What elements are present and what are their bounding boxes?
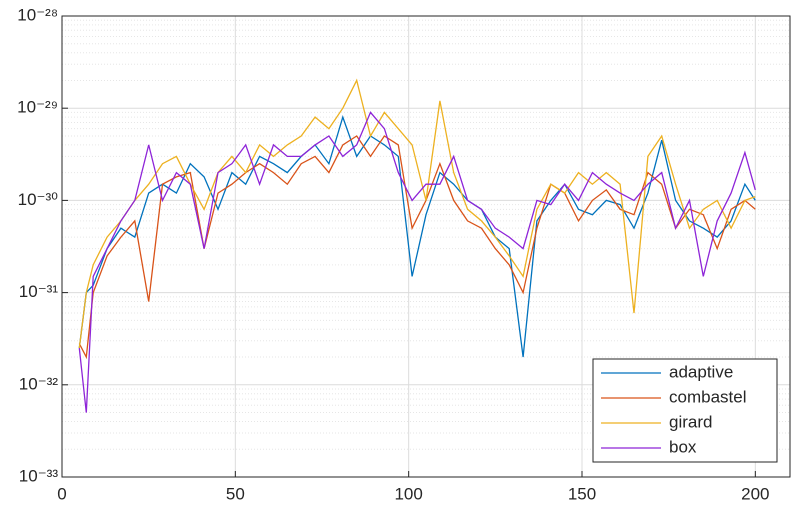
x-tick-label: 200	[741, 484, 769, 503]
y-tick-label: 10⁻³²	[19, 374, 59, 393]
y-tick-label: 10⁻³⁰	[18, 190, 59, 209]
x-tick-label: 50	[226, 484, 245, 503]
x-tick-label: 100	[394, 484, 422, 503]
y-tick-label: 10⁻³³	[19, 466, 59, 485]
y-tick-label: 10⁻²⁸	[17, 5, 58, 24]
legend-label: girard	[669, 412, 712, 431]
y-tick-label: 10⁻³¹	[19, 282, 59, 301]
legend-label: combastel	[669, 387, 746, 406]
series-line	[78, 78, 756, 349]
series-line	[78, 135, 756, 360]
x-tick-label: 0	[57, 484, 66, 503]
series-line	[78, 111, 756, 413]
legend-label: adaptive	[669, 362, 733, 381]
axes-box	[61, 15, 791, 478]
y-tick-label: 10⁻²⁹	[17, 98, 58, 117]
legend-box	[592, 358, 778, 463]
legend-label: box	[669, 437, 697, 456]
x-tick-label: 150	[568, 484, 596, 503]
